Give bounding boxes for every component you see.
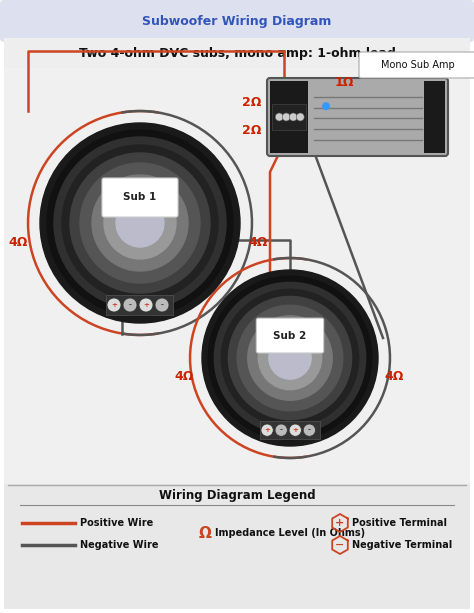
FancyBboxPatch shape bbox=[102, 178, 178, 217]
Circle shape bbox=[237, 305, 343, 411]
Circle shape bbox=[282, 113, 290, 121]
Circle shape bbox=[275, 424, 287, 436]
Circle shape bbox=[289, 424, 301, 436]
Circle shape bbox=[116, 199, 164, 247]
FancyBboxPatch shape bbox=[4, 38, 470, 68]
Circle shape bbox=[275, 113, 283, 121]
Text: Two 4-ohm DVC subs, mono amp: 1-ohm load: Two 4-ohm DVC subs, mono amp: 1-ohm load bbox=[79, 47, 395, 59]
Text: Negative Wire: Negative Wire bbox=[80, 540, 158, 550]
Circle shape bbox=[322, 102, 330, 110]
Text: -: - bbox=[128, 302, 131, 308]
Circle shape bbox=[104, 187, 176, 259]
Circle shape bbox=[47, 130, 233, 316]
FancyBboxPatch shape bbox=[359, 52, 474, 78]
Circle shape bbox=[214, 283, 365, 433]
Text: Impedance Level (In Ohms): Impedance Level (In Ohms) bbox=[215, 528, 365, 538]
Circle shape bbox=[80, 163, 200, 283]
Circle shape bbox=[221, 289, 359, 427]
Circle shape bbox=[40, 123, 240, 323]
FancyBboxPatch shape bbox=[270, 81, 309, 153]
FancyBboxPatch shape bbox=[0, 0, 474, 42]
Circle shape bbox=[123, 298, 137, 312]
Circle shape bbox=[261, 424, 273, 436]
Circle shape bbox=[228, 297, 352, 420]
Text: +: + bbox=[336, 518, 345, 528]
Text: 2Ω: 2Ω bbox=[242, 124, 261, 137]
Text: +: + bbox=[292, 427, 298, 433]
Circle shape bbox=[208, 276, 372, 440]
Text: −: − bbox=[335, 540, 345, 550]
Circle shape bbox=[258, 326, 322, 390]
Text: Mono Sub Amp: Mono Sub Amp bbox=[381, 60, 455, 70]
Text: +: + bbox=[143, 302, 149, 308]
Text: 2Ω: 2Ω bbox=[242, 96, 261, 110]
Circle shape bbox=[92, 175, 188, 271]
Circle shape bbox=[289, 113, 297, 121]
Text: Sub 1: Sub 1 bbox=[123, 192, 156, 202]
Text: Ω: Ω bbox=[199, 525, 211, 541]
Circle shape bbox=[303, 424, 316, 436]
Circle shape bbox=[54, 137, 226, 309]
FancyBboxPatch shape bbox=[424, 81, 445, 153]
Text: 4Ω: 4Ω bbox=[248, 237, 268, 249]
Circle shape bbox=[269, 337, 311, 379]
Text: Subwoofer Wiring Diagram: Subwoofer Wiring Diagram bbox=[142, 15, 332, 28]
Text: +: + bbox=[111, 302, 117, 308]
Text: -: - bbox=[308, 427, 311, 433]
Text: -: - bbox=[161, 302, 164, 308]
FancyBboxPatch shape bbox=[256, 318, 324, 353]
Text: 1Ω: 1Ω bbox=[335, 75, 354, 88]
Text: 4Ω: 4Ω bbox=[174, 370, 194, 383]
Circle shape bbox=[202, 270, 378, 446]
FancyBboxPatch shape bbox=[4, 68, 470, 485]
FancyBboxPatch shape bbox=[260, 421, 319, 439]
Text: +: + bbox=[264, 427, 270, 433]
FancyBboxPatch shape bbox=[267, 78, 448, 156]
Circle shape bbox=[62, 145, 218, 301]
Text: Positive Wire: Positive Wire bbox=[80, 518, 153, 528]
Circle shape bbox=[70, 153, 210, 293]
Circle shape bbox=[139, 298, 153, 312]
Text: Sub 2: Sub 2 bbox=[273, 330, 307, 341]
FancyBboxPatch shape bbox=[107, 295, 173, 315]
Circle shape bbox=[248, 316, 332, 400]
FancyBboxPatch shape bbox=[272, 104, 306, 130]
Text: 4Ω: 4Ω bbox=[9, 237, 27, 249]
FancyBboxPatch shape bbox=[4, 484, 470, 609]
Circle shape bbox=[107, 298, 121, 312]
Text: 4Ω: 4Ω bbox=[384, 370, 404, 383]
Circle shape bbox=[296, 113, 304, 121]
Circle shape bbox=[155, 298, 169, 312]
Text: Wiring Diagram Legend: Wiring Diagram Legend bbox=[159, 489, 315, 501]
Text: Positive Terminal: Positive Terminal bbox=[352, 518, 447, 528]
Text: -: - bbox=[280, 427, 283, 433]
Text: Negative Terminal: Negative Terminal bbox=[352, 540, 452, 550]
